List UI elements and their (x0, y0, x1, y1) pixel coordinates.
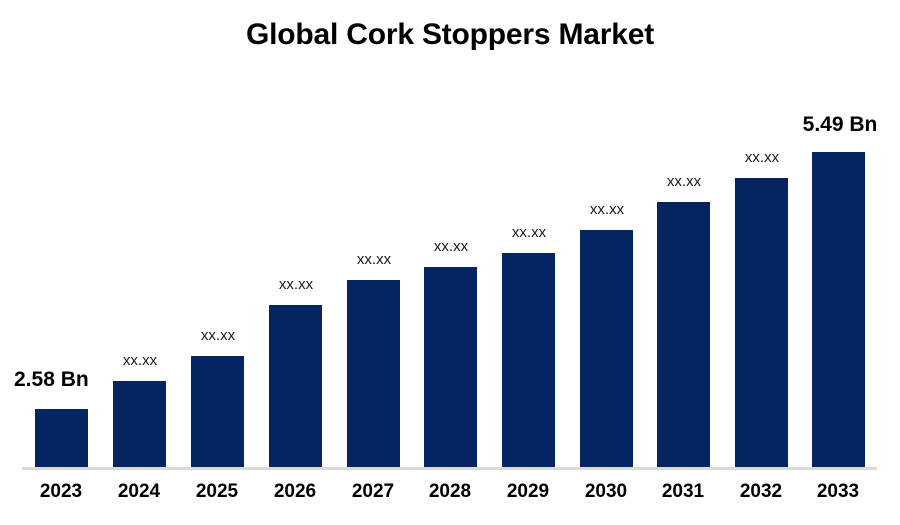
bar-2026 (269, 305, 322, 467)
x-tick-label-2032: 2032 (739, 481, 783, 502)
x-tick-label-2027: 2027 (351, 481, 395, 502)
bar-2024 (113, 381, 166, 467)
bar-value-label-2025: xx.xx (200, 327, 236, 344)
bar-2031 (657, 202, 710, 467)
bar-value-label-2023: 2.58 Bn (14, 368, 89, 391)
bar-2028 (424, 267, 477, 467)
x-tick-label-2028: 2028 (428, 481, 472, 502)
bar-2032 (735, 178, 788, 467)
bar-value-label-2028: xx.xx (433, 238, 469, 255)
bar-value-label-2026: xx.xx (278, 276, 314, 293)
bar-2023 (35, 409, 88, 467)
bar-2033 (812, 152, 865, 467)
bar-value-label-2032: xx.xx (744, 149, 780, 166)
bar-value-label-2030: xx.xx (589, 201, 625, 218)
bar-2025 (191, 356, 244, 467)
x-tick-label-2033: 2033 (816, 481, 860, 502)
bar-value-label-2027: xx.xx (356, 251, 392, 268)
bar-value-label-2029: xx.xx (511, 224, 547, 241)
bar-value-label-2024: xx.xx (122, 352, 158, 369)
x-tick-label-2024: 2024 (117, 481, 161, 502)
x-axis-baseline (22, 467, 877, 470)
x-tick-label-2030: 2030 (584, 481, 628, 502)
bar-value-label-2033: 5.49 Bn (802, 113, 878, 136)
x-tick-label-2025: 2025 (195, 481, 239, 502)
bar-value-label-2031: xx.xx (666, 173, 702, 190)
x-tick-label-2029: 2029 (506, 481, 550, 502)
x-tick-label-2023: 2023 (39, 481, 83, 502)
bar-2027 (347, 280, 400, 467)
x-tick-label-2026: 2026 (273, 481, 317, 502)
x-tick-label-2031: 2031 (661, 481, 705, 502)
chart-title: Global Cork Stoppers Market (245, 18, 655, 51)
bar-2029 (502, 253, 555, 467)
bar-2030 (580, 230, 633, 467)
